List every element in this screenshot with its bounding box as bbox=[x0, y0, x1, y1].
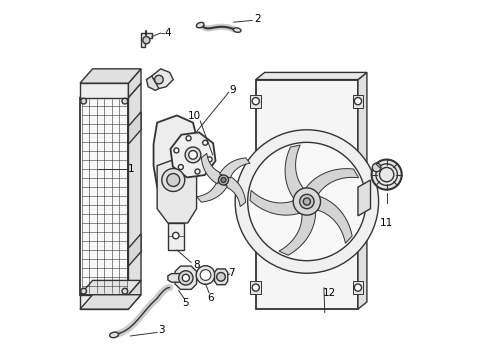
Text: 9: 9 bbox=[229, 85, 236, 95]
Circle shape bbox=[300, 194, 314, 209]
Circle shape bbox=[207, 157, 212, 162]
Circle shape bbox=[185, 147, 201, 163]
Polygon shape bbox=[80, 295, 128, 309]
Polygon shape bbox=[256, 72, 367, 80]
Circle shape bbox=[179, 271, 193, 285]
Circle shape bbox=[195, 169, 200, 174]
Circle shape bbox=[247, 142, 366, 261]
Polygon shape bbox=[314, 195, 352, 243]
Circle shape bbox=[200, 270, 211, 280]
Polygon shape bbox=[128, 234, 141, 266]
Polygon shape bbox=[80, 98, 128, 295]
Polygon shape bbox=[353, 281, 364, 294]
Polygon shape bbox=[279, 207, 316, 255]
Polygon shape bbox=[80, 83, 141, 98]
Ellipse shape bbox=[233, 28, 241, 32]
Polygon shape bbox=[128, 280, 141, 309]
Polygon shape bbox=[250, 190, 304, 215]
Circle shape bbox=[203, 140, 208, 145]
Circle shape bbox=[252, 98, 259, 105]
Circle shape bbox=[196, 266, 215, 284]
Polygon shape bbox=[128, 69, 141, 98]
Circle shape bbox=[155, 75, 163, 84]
Text: 10: 10 bbox=[188, 111, 201, 121]
Polygon shape bbox=[220, 158, 250, 178]
Polygon shape bbox=[175, 266, 196, 289]
Text: 11: 11 bbox=[380, 218, 393, 228]
Text: 3: 3 bbox=[158, 325, 165, 335]
Polygon shape bbox=[157, 158, 196, 223]
Polygon shape bbox=[353, 95, 364, 108]
Polygon shape bbox=[250, 95, 261, 108]
Polygon shape bbox=[152, 69, 173, 89]
Circle shape bbox=[162, 168, 185, 192]
Circle shape bbox=[189, 150, 197, 159]
Circle shape bbox=[81, 288, 87, 294]
Circle shape bbox=[221, 177, 226, 183]
Polygon shape bbox=[128, 83, 141, 295]
Polygon shape bbox=[256, 80, 358, 309]
Circle shape bbox=[122, 98, 128, 104]
Circle shape bbox=[293, 188, 320, 215]
Polygon shape bbox=[168, 274, 180, 282]
Circle shape bbox=[122, 288, 128, 294]
Circle shape bbox=[372, 163, 381, 172]
Ellipse shape bbox=[196, 22, 204, 28]
Circle shape bbox=[303, 198, 311, 205]
Circle shape bbox=[252, 284, 259, 291]
Polygon shape bbox=[153, 116, 196, 209]
Circle shape bbox=[354, 284, 362, 291]
Polygon shape bbox=[80, 83, 128, 98]
Circle shape bbox=[81, 98, 87, 104]
Circle shape bbox=[167, 174, 180, 186]
Polygon shape bbox=[128, 112, 141, 144]
Polygon shape bbox=[171, 132, 216, 177]
Polygon shape bbox=[80, 295, 141, 309]
Circle shape bbox=[371, 159, 402, 190]
Text: 4: 4 bbox=[165, 28, 171, 38]
Polygon shape bbox=[80, 280, 141, 295]
Circle shape bbox=[143, 37, 150, 44]
Circle shape bbox=[182, 274, 190, 282]
Circle shape bbox=[219, 175, 228, 185]
Polygon shape bbox=[147, 76, 159, 90]
Text: 7: 7 bbox=[228, 267, 235, 278]
Polygon shape bbox=[358, 72, 367, 309]
Text: 5: 5 bbox=[182, 298, 189, 308]
Polygon shape bbox=[250, 281, 261, 294]
Circle shape bbox=[178, 165, 183, 170]
Polygon shape bbox=[197, 182, 227, 202]
Circle shape bbox=[235, 130, 379, 273]
Polygon shape bbox=[285, 145, 306, 202]
Text: 6: 6 bbox=[208, 293, 214, 303]
Polygon shape bbox=[201, 153, 221, 184]
Circle shape bbox=[354, 98, 362, 105]
Text: 1: 1 bbox=[128, 164, 135, 174]
Ellipse shape bbox=[110, 332, 119, 338]
Polygon shape bbox=[141, 33, 152, 47]
Polygon shape bbox=[80, 69, 141, 83]
Circle shape bbox=[174, 148, 179, 153]
Circle shape bbox=[172, 232, 179, 239]
Polygon shape bbox=[225, 176, 245, 207]
Polygon shape bbox=[168, 223, 184, 250]
Polygon shape bbox=[303, 168, 359, 198]
Polygon shape bbox=[215, 269, 228, 285]
Text: 8: 8 bbox=[193, 260, 200, 270]
Circle shape bbox=[217, 273, 225, 281]
Text: 2: 2 bbox=[254, 14, 261, 24]
Circle shape bbox=[186, 136, 191, 141]
Text: 12: 12 bbox=[322, 288, 336, 298]
Polygon shape bbox=[358, 180, 370, 216]
